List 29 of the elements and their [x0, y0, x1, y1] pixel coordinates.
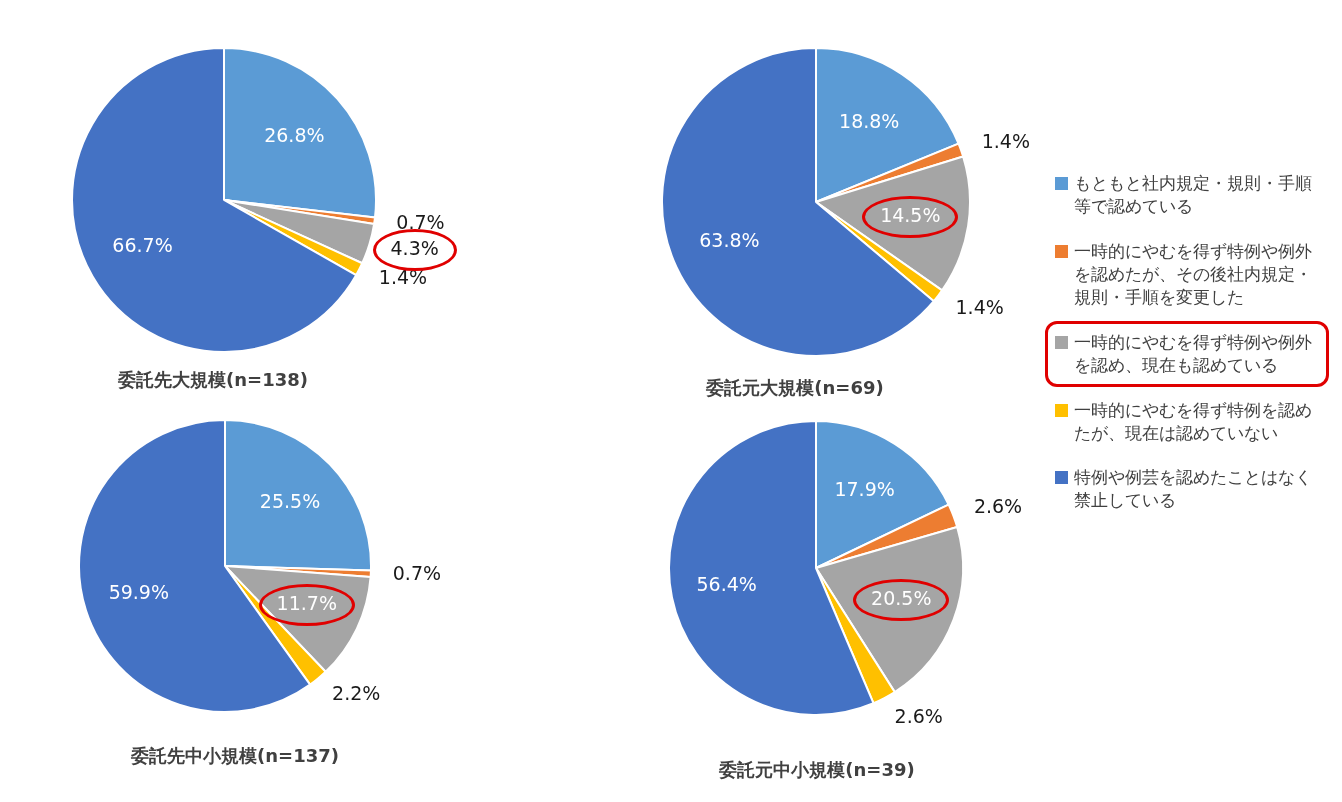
data-label: 2.6% — [894, 704, 943, 727]
data-label: 20.5% — [871, 587, 932, 610]
data-label: 0.7% — [396, 210, 445, 233]
data-label: 1.4% — [378, 266, 428, 289]
data-label: 11.7% — [276, 591, 337, 614]
data-label: 2.6% — [973, 494, 1023, 517]
legend-label: 一時的にやむを得ず特例や例外を認めたが、その後社内規定・規則・手順を変更した — [1074, 239, 1313, 309]
legend-label: 特例や例芸を認めたことはなく禁止している — [1074, 466, 1313, 513]
data-label: 59.9% — [108, 580, 169, 603]
text: 委託元大規模(n=69) — [706, 376, 884, 400]
data-label: 66.7% — [112, 234, 173, 257]
legend-label: 一時的にやむを得ず特例を認めたが、現在は認めていない — [1074, 398, 1313, 445]
text: 委託元中小規模(n=39) — [719, 758, 915, 782]
data-label: 4.3% — [390, 237, 439, 260]
data-label: 1.4% — [955, 296, 1004, 319]
legend-label: もともと社内規定・規則・手順等で認めている — [1074, 172, 1313, 218]
data-label: 1.4% — [981, 129, 1030, 152]
data-label: 17.9% — [834, 477, 895, 500]
data-label: 0.7% — [392, 561, 442, 584]
data-label: 2.2% — [332, 682, 381, 705]
data-label: 18.8% — [839, 109, 900, 132]
legend-label: 一時的にやむを得ず特例や例外を認め、現在も認めている — [1074, 330, 1313, 377]
data-label: 26.8% — [264, 124, 325, 147]
data-label: 56.4% — [696, 573, 757, 596]
text: 委託先中小規模(n=137) — [131, 744, 339, 768]
text: 委託先大規模(n=138) — [118, 368, 308, 392]
data-label: 14.5% — [880, 203, 941, 226]
data-label: 63.8% — [699, 229, 760, 252]
data-label: 25.5% — [259, 489, 321, 512]
